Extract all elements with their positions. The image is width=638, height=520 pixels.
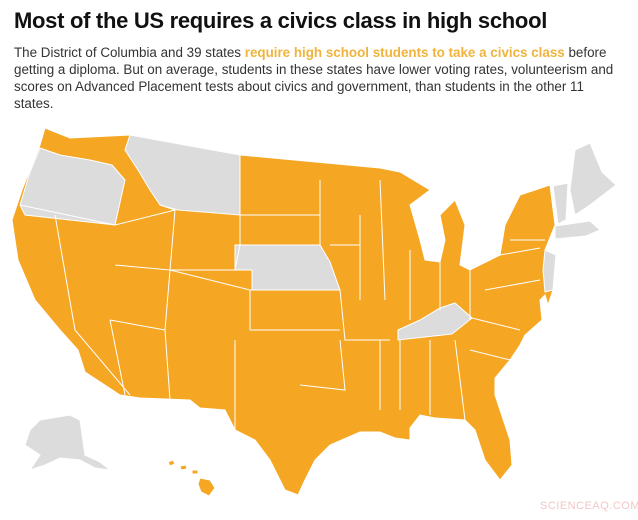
state-vermont (552, 182, 569, 225)
hawaii (167, 459, 216, 497)
state-maine (569, 142, 617, 216)
description-highlight-link[interactable]: require high school students to take a c… (244, 45, 565, 60)
state-borders (19, 155, 545, 430)
state-new-jersey (542, 249, 557, 293)
state-massachusetts (554, 220, 601, 240)
description-text: The District of Columbia and 39 states (14, 45, 245, 60)
watermark: SCIENCEAQ.COM (540, 500, 638, 512)
state-kentucky (397, 302, 473, 341)
contiguous-us-required (11, 127, 556, 496)
description-text-end: before getting a diploma. But on average… (14, 45, 614, 111)
page-title: Most of the US requires a civics class i… (14, 8, 548, 33)
description: The District of Columbia and 39 states r… (14, 44, 626, 112)
state-alaska (24, 414, 112, 471)
state-oregon (19, 147, 126, 226)
